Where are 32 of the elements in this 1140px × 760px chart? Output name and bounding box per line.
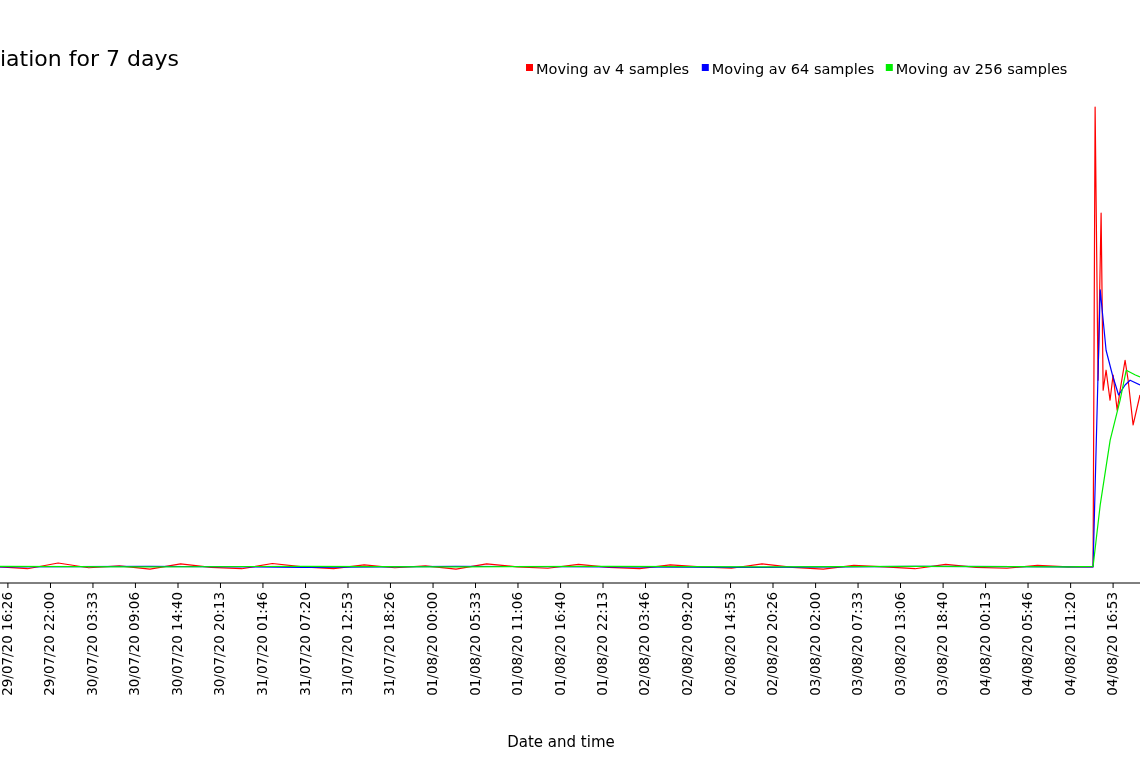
x-tick-label: 30/07/20 14:40 [169, 592, 186, 696]
x-tick-label: 03/08/20 13:06 [891, 592, 908, 696]
x-tick-label: 04/08/20 11:20 [1061, 592, 1078, 696]
x-tick-label: 01/08/20 00:00 [424, 592, 441, 696]
x-tick-label: 29/07/20 16:26 [0, 592, 15, 696]
x-tick-label: 03/08/20 02:00 [806, 592, 823, 696]
x-tick-label: 02/08/20 03:46 [636, 592, 653, 696]
x-tick-label: 01/08/20 16:40 [551, 592, 568, 696]
chart-title: iation for 7 days [0, 46, 179, 71]
x-tick-label: 02/08/20 20:26 [764, 592, 781, 696]
x-tick-label: 31/07/20 12:53 [338, 592, 355, 696]
x-tick-label: 02/08/20 14:53 [721, 592, 738, 696]
x-tick-label: 30/07/20 20:13 [211, 592, 228, 696]
x-tick-label: 03/08/20 07:33 [849, 592, 866, 696]
x-tick-label: 01/08/20 11:06 [508, 592, 525, 696]
x-tick-label: 04/08/20 00:13 [976, 592, 993, 696]
x-tick-label: 31/07/20 01:46 [253, 592, 270, 696]
x-tick-label: 04/08/20 16:53 [1104, 592, 1121, 696]
x-tick-label: 29/07/20 22:00 [41, 592, 58, 696]
x-tick-label: 03/08/20 18:40 [934, 592, 951, 696]
x-tick-label: 30/07/20 09:06 [126, 592, 143, 696]
x-tick-label: 04/08/20 05:46 [1019, 592, 1036, 696]
legend-label: Moving av 256 samples [895, 61, 1068, 77]
x-tick-label: 01/08/20 22:13 [594, 592, 611, 696]
x-axis-title: Date and time [507, 733, 615, 751]
legend-label: Moving av 4 samples [536, 61, 690, 77]
x-tick-label: 31/07/20 18:26 [381, 592, 398, 696]
x-tick-label: 31/07/20 07:20 [296, 592, 313, 696]
x-tick-label: 30/07/20 03:33 [83, 592, 100, 696]
x-tick-label: 01/08/20 05:33 [466, 592, 483, 696]
legend-label: Moving av 64 samples [711, 61, 875, 77]
x-tick-label: 02/08/20 09:20 [679, 592, 696, 696]
